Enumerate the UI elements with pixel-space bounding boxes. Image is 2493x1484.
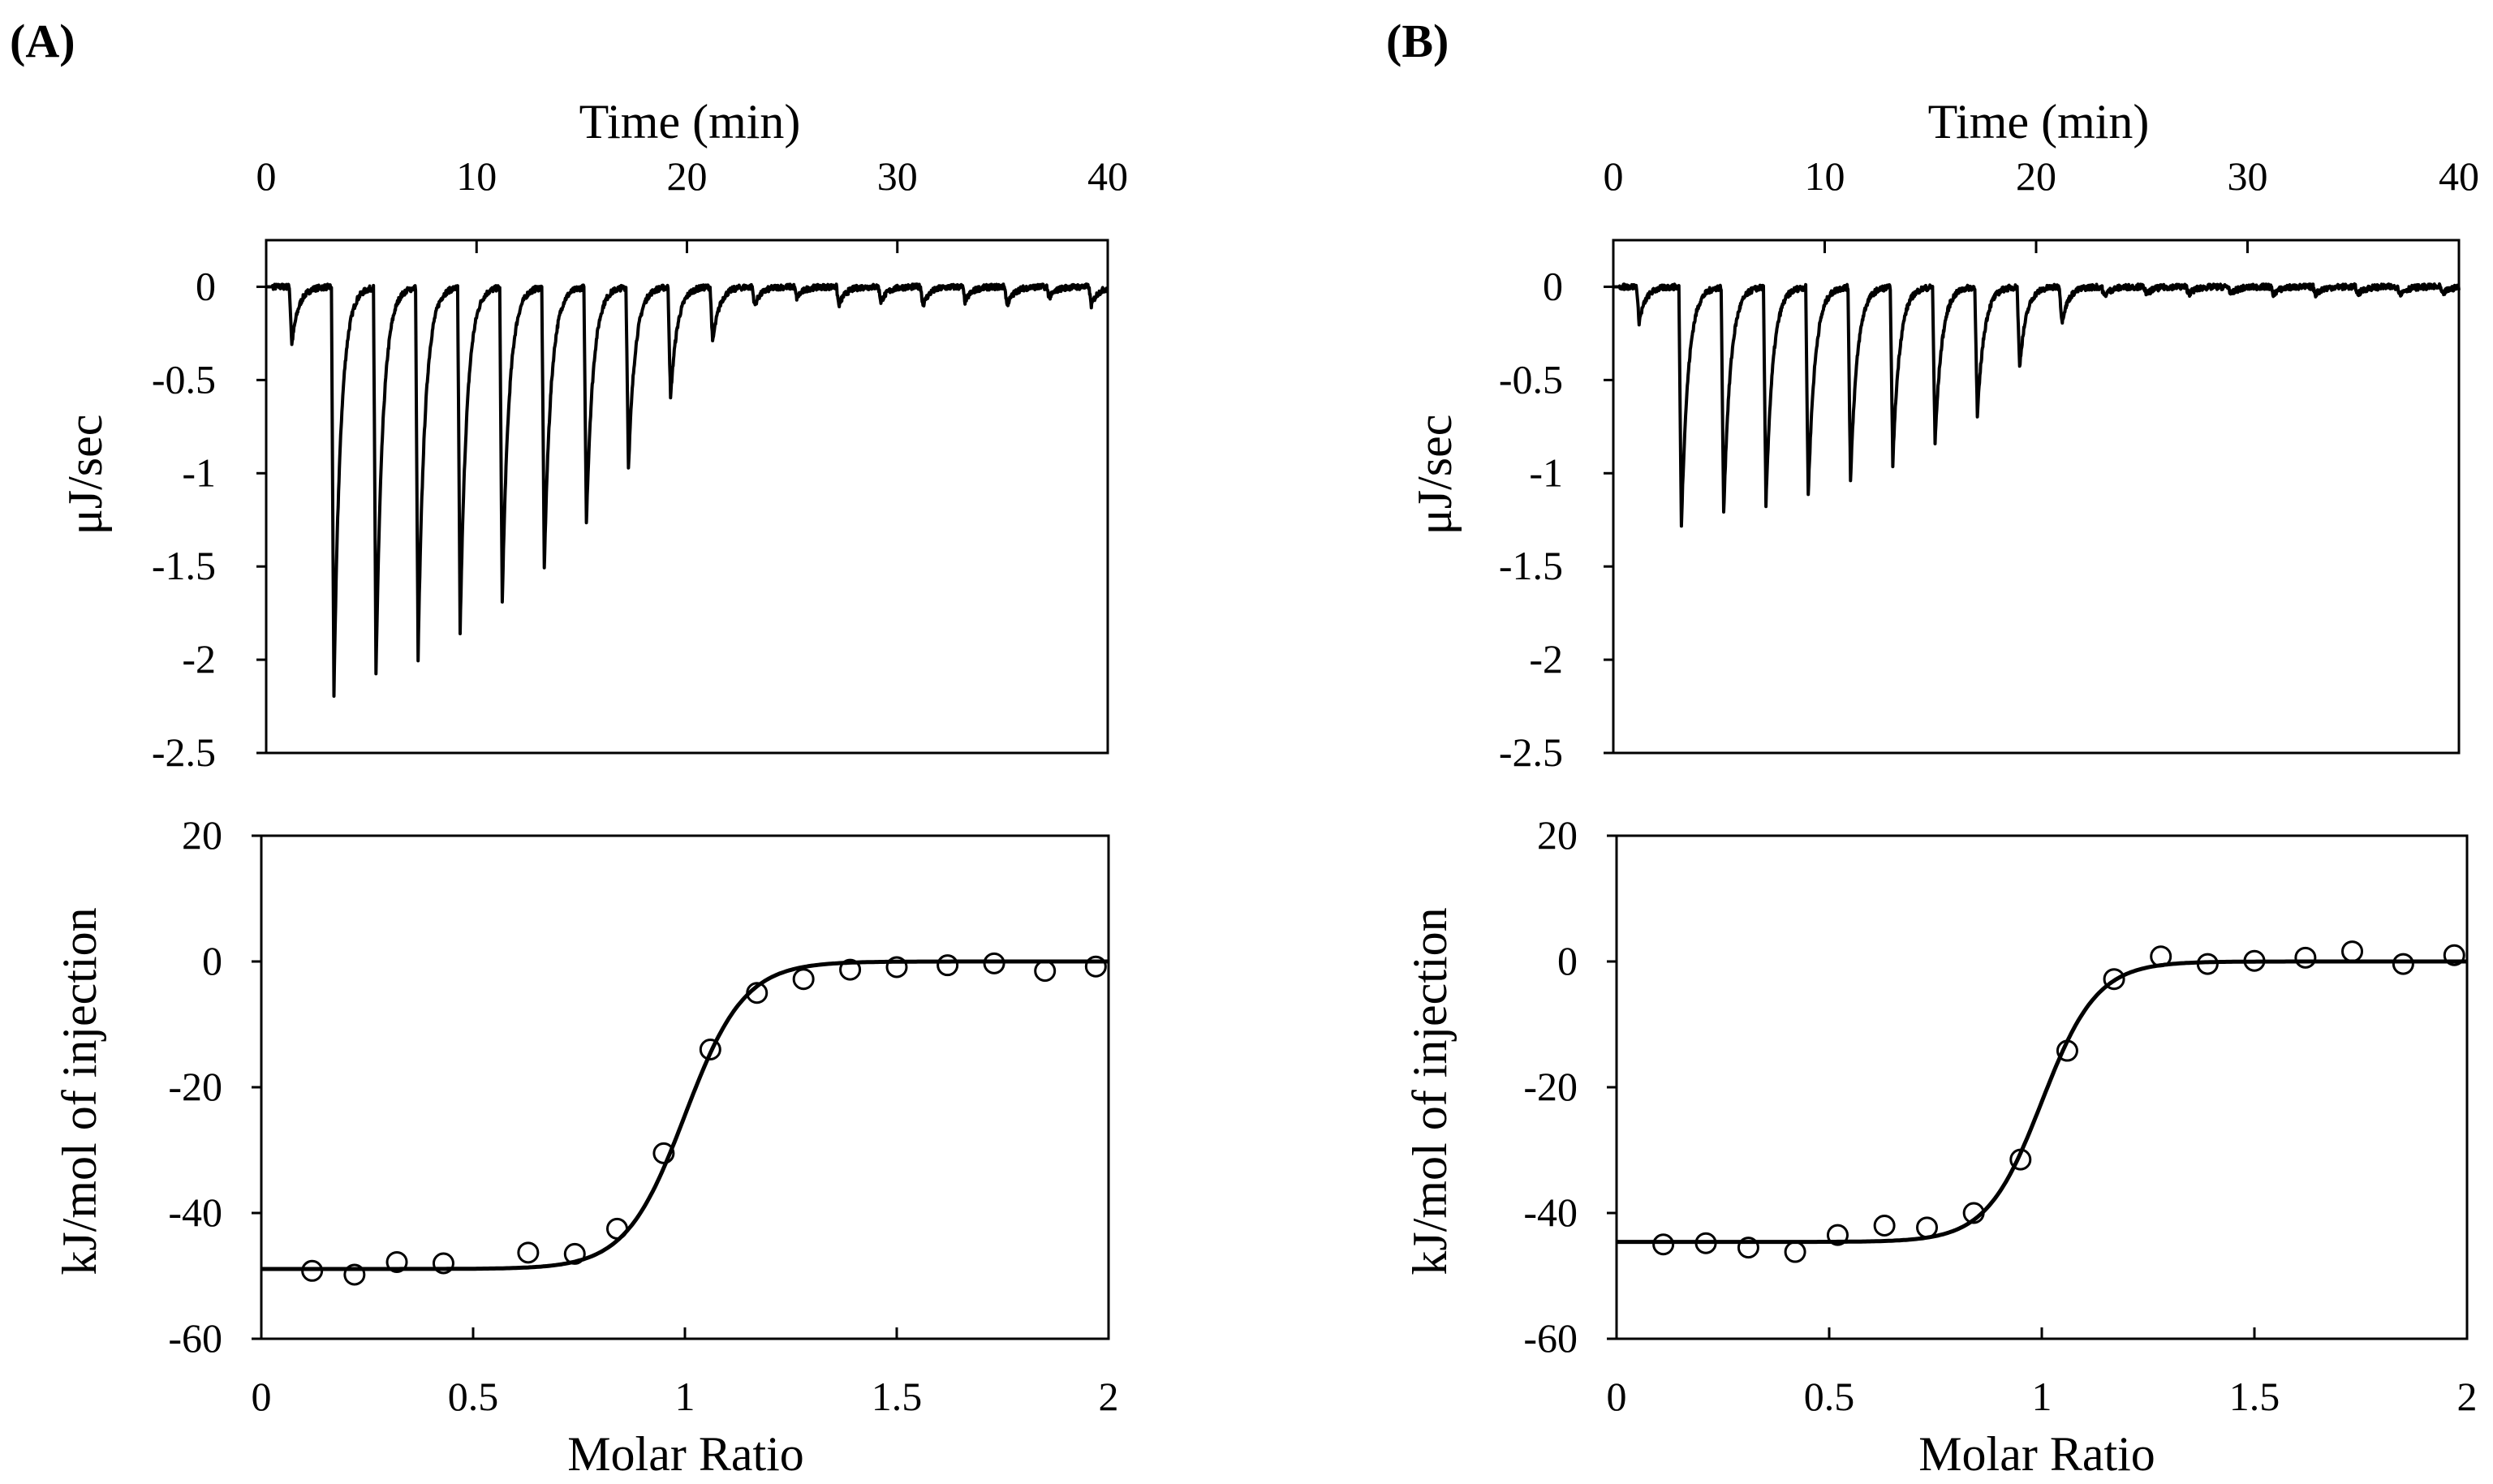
time-tick-label: 40 [1087, 153, 1128, 199]
time-tick-label: 40 [2439, 153, 2479, 199]
enthalpy-tick-label: 20 [182, 812, 222, 858]
molar-ratio-tick-label: 2 [2457, 1374, 2478, 1419]
binding-isotherm-a: Molar Ratio kJ/mol of injection 0 0.5 1 1.5… [53, 812, 1119, 1481]
molar-ratio-axis-title-b: Molar Ratio [1918, 1427, 2155, 1481]
time-axis-title-a: Time (min) [579, 95, 801, 148]
panel-a: (A) Time (min) μJ/sec 0 10 20 30 400-0.5-1-1… [10, 15, 1128, 1481]
data-point [343, 1263, 366, 1286]
molar-ratio-tick-label: 0 [1607, 1374, 1627, 1419]
heat-rate-tick-label: -1 [182, 450, 216, 495]
data-point [605, 1217, 628, 1240]
data-point [301, 1259, 324, 1282]
enthalpy-axis-title-b: kJ/mol of injection [1403, 907, 1457, 1275]
data-point [1784, 1241, 1806, 1263]
data-point [2196, 953, 2219, 975]
raw-thermogram-a: Time (min) μJ/sec 0 10 20 30 40 0 -0.5 -1 -1.5 -2… [58, 95, 1128, 775]
data-point [1873, 1215, 1896, 1237]
heat-rate-tick-label: -0.5 [152, 356, 216, 402]
data-point [699, 1039, 721, 1060]
data-point [2341, 940, 2364, 963]
enthalpy-tick-label: -60 [1523, 1315, 1578, 1361]
data-point [1962, 1202, 1985, 1224]
time-tick-label: 30 [877, 153, 918, 199]
enthalpy-tick-label: -20 [168, 1064, 222, 1109]
time-tick-label: 10 [456, 153, 497, 199]
time-tick-label: 20 [667, 153, 708, 199]
data-point [1916, 1216, 1939, 1239]
molar-ratio-tick-label: 0.5 [1804, 1374, 1855, 1419]
time-tick-label: 0 [256, 153, 277, 199]
enthalpy-tick-label: 20 [1537, 812, 1578, 858]
data-point [885, 956, 908, 979]
enthalpy-tick-label: -60 [168, 1315, 222, 1361]
thermogram-line [1612, 282, 2461, 528]
time-tick-label: 10 [1805, 153, 1845, 199]
heat-rate-tick-label: 0 [196, 263, 216, 308]
heat-rate-tick-label: -2 [1529, 636, 1563, 682]
data-point [2443, 944, 2465, 966]
data-point [563, 1242, 586, 1265]
data-point [432, 1252, 454, 1275]
time-tick-label: 0 [1604, 153, 1624, 199]
panel-b: (B) Time (min) μJ/sec 0 10 20 30 400-0.5-1-1… [1386, 15, 2479, 1481]
data-point [2392, 953, 2414, 975]
data-point [792, 968, 815, 991]
heat-rate-tick-label: -1.5 [1499, 543, 1563, 588]
data-point [2009, 1148, 2032, 1171]
fit-curve [1617, 959, 2467, 1245]
enthalpy-tick-label: -40 [1523, 1189, 1578, 1235]
data-point [385, 1250, 408, 1273]
data-point [1652, 1233, 1675, 1256]
heat-rate-tick-label: -1 [1529, 450, 1563, 495]
heat-rate-tick-label: -0.5 [1499, 356, 1563, 402]
data-point [1694, 1232, 1717, 1254]
enthalpy-axis-title-a: kJ/mol of injection [53, 907, 106, 1275]
enthalpy-tick-label: -40 [168, 1189, 222, 1235]
data-point [936, 954, 959, 977]
molar-ratio-axis-title-a: Molar Ratio [567, 1427, 804, 1481]
raw-thermogram-b: Time (min) μJ/sec 0 10 20 30 40 0 -0.5 -1 -1.5 -2… [1408, 95, 2479, 775]
panel-label-b: (B) [1386, 15, 1449, 67]
molar-ratio-tick-label: 1.5 [2229, 1374, 2280, 1419]
data-point [1034, 960, 1057, 983]
panel-label-a: (A) [10, 15, 75, 67]
enthalpy-tick-label: -20 [1523, 1064, 1578, 1109]
heat-rate-tick-label: -2 [182, 636, 216, 682]
molar-ratio-tick-label: 0 [252, 1374, 272, 1419]
heat-rate-tick-label: -1.5 [152, 543, 216, 588]
data-point [839, 958, 862, 981]
heat-rate-axis-title-a: μJ/sec [58, 415, 112, 536]
molar-ratio-tick-label: 1.5 [872, 1374, 923, 1419]
molar-ratio-tick-label: 1 [2032, 1374, 2052, 1419]
data-point [1084, 955, 1107, 978]
data-point [2103, 968, 2125, 991]
data-point [652, 1142, 675, 1164]
data-point [746, 982, 769, 1004]
molar-ratio-tick-label: 2 [1099, 1374, 1119, 1419]
time-tick-label: 30 [2228, 153, 2268, 199]
heat-rate-tick-label: -2.5 [152, 729, 216, 775]
time-axis-title-b: Time (min) [1928, 95, 2150, 148]
enthalpy-tick-label: 0 [1557, 938, 1578, 983]
data-point [2243, 949, 2266, 972]
data-point [1826, 1224, 1849, 1246]
data-point [983, 952, 1005, 974]
data-point [2294, 946, 2317, 969]
molar-ratio-tick-label: 0.5 [448, 1374, 499, 1419]
binding-isotherm-b: Molar Ratio kJ/mol of injection 0 0.5 1 1.5… [1403, 812, 2478, 1481]
heat-rate-tick-label: 0 [1543, 263, 1563, 308]
heat-rate-axis-title-b: μJ/sec [1408, 415, 1462, 536]
enthalpy-tick-label: 0 [202, 938, 222, 983]
data-point [1737, 1237, 1759, 1259]
time-tick-label: 20 [2016, 153, 2056, 199]
data-point [517, 1241, 540, 1264]
molar-ratio-tick-label: 1 [675, 1374, 695, 1419]
thermogram-line [265, 282, 1109, 698]
heat-rate-tick-label: -2.5 [1499, 729, 1563, 775]
data-point [2056, 1039, 2078, 1062]
data-point [2150, 945, 2172, 968]
